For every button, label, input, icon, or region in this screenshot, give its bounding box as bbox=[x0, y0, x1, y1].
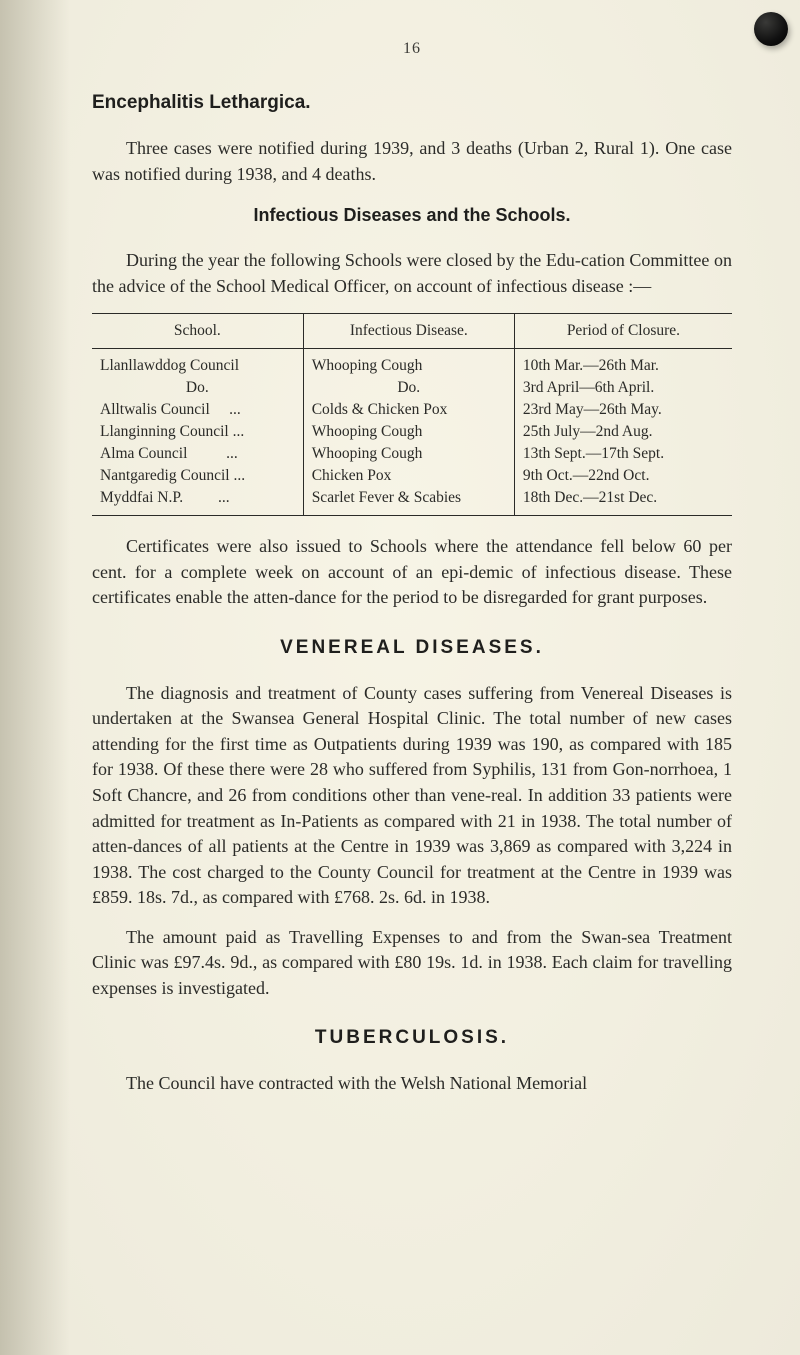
cell-school: Llanllawddog Council bbox=[92, 349, 303, 378]
table-row: Alltwalis Council ... Colds & Chicken Po… bbox=[92, 399, 732, 421]
cell-period: 10th Mar.—26th Mar. bbox=[514, 349, 732, 378]
cell-period: 23rd May—26th May. bbox=[514, 399, 732, 421]
cell-disease: Whooping Cough bbox=[303, 443, 514, 465]
cell-period: 13th Sept.—17th Sept. bbox=[514, 443, 732, 465]
cell-disease: Chicken Pox bbox=[303, 465, 514, 487]
col-disease: Infectious Disease. bbox=[303, 314, 514, 349]
cell-period: 9th Oct.—22nd Oct. bbox=[514, 465, 732, 487]
scan-shadow bbox=[0, 0, 70, 1355]
cell-school: Myddfai N.P. ... bbox=[92, 487, 303, 516]
heading-venereal: VENEREAL DISEASES. bbox=[92, 637, 732, 659]
cell-school: Alma Council ... bbox=[92, 443, 303, 465]
heading-tuberculosis: TUBERCULOSIS. bbox=[92, 1027, 732, 1049]
para-infectious-2: Certificates were also issued to Schools… bbox=[92, 534, 732, 611]
table-header-row: School. Infectious Disease. Period of Cl… bbox=[92, 314, 732, 349]
col-period: Period of Closure. bbox=[514, 314, 732, 349]
table-row: Nantgaredig Council ... Chicken Pox 9th … bbox=[92, 465, 732, 487]
cell-school: Llanginning Council ... bbox=[92, 421, 303, 443]
page-number: 16 bbox=[92, 40, 732, 58]
heading-infectious: Infectious Diseases and the Schools. bbox=[92, 205, 732, 226]
para-tuberculosis-1: The Council have contracted with the Wel… bbox=[92, 1071, 732, 1097]
cell-school: Alltwalis Council ... bbox=[92, 399, 303, 421]
schools-table: School. Infectious Disease. Period of Cl… bbox=[92, 313, 732, 516]
col-school: School. bbox=[92, 314, 303, 349]
para-infectious-1: During the year the following Schools we… bbox=[92, 248, 732, 299]
cell-school: Do. bbox=[92, 377, 303, 399]
heading-encephalitis: Encephalitis Lethargica. bbox=[92, 92, 732, 114]
para-venereal-1: The diagnosis and treatment of County ca… bbox=[92, 681, 732, 911]
cell-disease: Scarlet Fever & Scabies bbox=[303, 487, 514, 516]
cell-disease: Do. bbox=[303, 377, 514, 399]
table-row: Do. Do. 3rd April—6th April. bbox=[92, 377, 732, 399]
cell-period: 18th Dec.—21st Dec. bbox=[514, 487, 732, 516]
cell-school: Nantgaredig Council ... bbox=[92, 465, 303, 487]
cell-disease: Whooping Cough bbox=[303, 421, 514, 443]
cell-disease: Whooping Cough bbox=[303, 349, 514, 378]
cell-period: 25th July—2nd Aug. bbox=[514, 421, 732, 443]
cell-disease: Colds & Chicken Pox bbox=[303, 399, 514, 421]
para-encephalitis-1: Three cases were notified during 1939, a… bbox=[92, 136, 732, 187]
table-row: Myddfai N.P. ... Scarlet Fever & Scabies… bbox=[92, 487, 732, 516]
table-row: Alma Council ... Whooping Cough 13th Sep… bbox=[92, 443, 732, 465]
cell-period: 3rd April—6th April. bbox=[514, 377, 732, 399]
table-row: Llanginning Council ... Whooping Cough 2… bbox=[92, 421, 732, 443]
table-row: Llanllawddog Council Whooping Cough 10th… bbox=[92, 349, 732, 378]
corner-dot-icon bbox=[754, 12, 788, 46]
para-venereal-2: The amount paid as Travelling Expenses t… bbox=[92, 925, 732, 1002]
page: 16 Encephalitis Lethargica. Three cases … bbox=[0, 0, 800, 1355]
